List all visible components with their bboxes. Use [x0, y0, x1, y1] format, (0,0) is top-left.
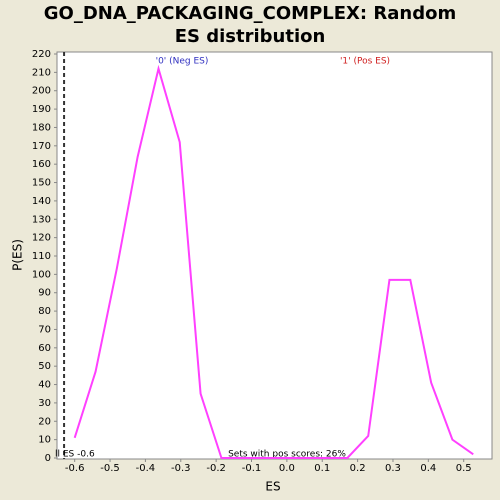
x-tick-label: -0.2	[206, 463, 226, 474]
es-distribution-line	[73, 64, 474, 459]
y-tick-label: 50	[38, 361, 51, 372]
y-tick-label: 190	[32, 104, 51, 115]
x-tick-label: 0.5	[456, 463, 472, 474]
chart-title: GO_DNA_PACKAGING_COMPLEX: Random ES dist…	[43, 3, 457, 47]
y-tick-label: 100	[32, 269, 51, 280]
x-tick-label: -0.5	[100, 463, 120, 474]
y-tick-label: 30	[38, 398, 51, 409]
y-tick-label: 70	[38, 324, 51, 335]
y-tick-label: 40	[38, 380, 51, 391]
y-tick-label: 210	[32, 67, 51, 78]
x-tick-label: -0.4	[136, 463, 156, 474]
y-tick-label: 10	[38, 435, 51, 446]
y-tick-label: 60	[38, 343, 51, 354]
y-tick-label: 180	[32, 122, 51, 133]
y-tick-label: 80	[38, 306, 51, 317]
y-tick-label: 110	[32, 251, 51, 262]
x-tick-label: -0.1	[242, 463, 262, 474]
es-label: ll ES -0.6	[55, 450, 95, 460]
y-tick-label: 150	[32, 178, 51, 189]
y-tick-label: 170	[32, 141, 51, 152]
x-tick-label: 0.0	[279, 463, 295, 474]
plot-area	[56, 51, 493, 460]
x-tick-label: 0.2	[350, 463, 366, 474]
y-tick-label: 200	[32, 86, 51, 97]
y-tick-label: 120	[32, 233, 51, 244]
pos-label: '1' (Pos ES)	[340, 57, 390, 67]
y-tick-label: 0	[45, 453, 51, 464]
y-tick-label: 220	[32, 49, 51, 60]
x-tick-label: 0.4	[420, 463, 436, 474]
y-tick-label: 130	[32, 214, 51, 225]
y-tick-label: 160	[32, 159, 51, 170]
footnote: Sets with pos scores: 26%	[228, 450, 346, 460]
y-axis-label: P(ES)	[11, 239, 25, 271]
x-tick-label: 0.3	[385, 463, 401, 474]
x-tick-label: 0.1	[314, 463, 330, 474]
x-axis-label: ES	[265, 480, 280, 494]
x-tick-label: -0.3	[171, 463, 191, 474]
y-tick-label: 20	[38, 416, 51, 427]
y-tick-label: 90	[38, 288, 51, 299]
neg-label: '0' (Neg ES)	[156, 57, 209, 67]
y-tick-label: 140	[32, 196, 51, 207]
x-tick-label: -0.6	[65, 463, 85, 474]
